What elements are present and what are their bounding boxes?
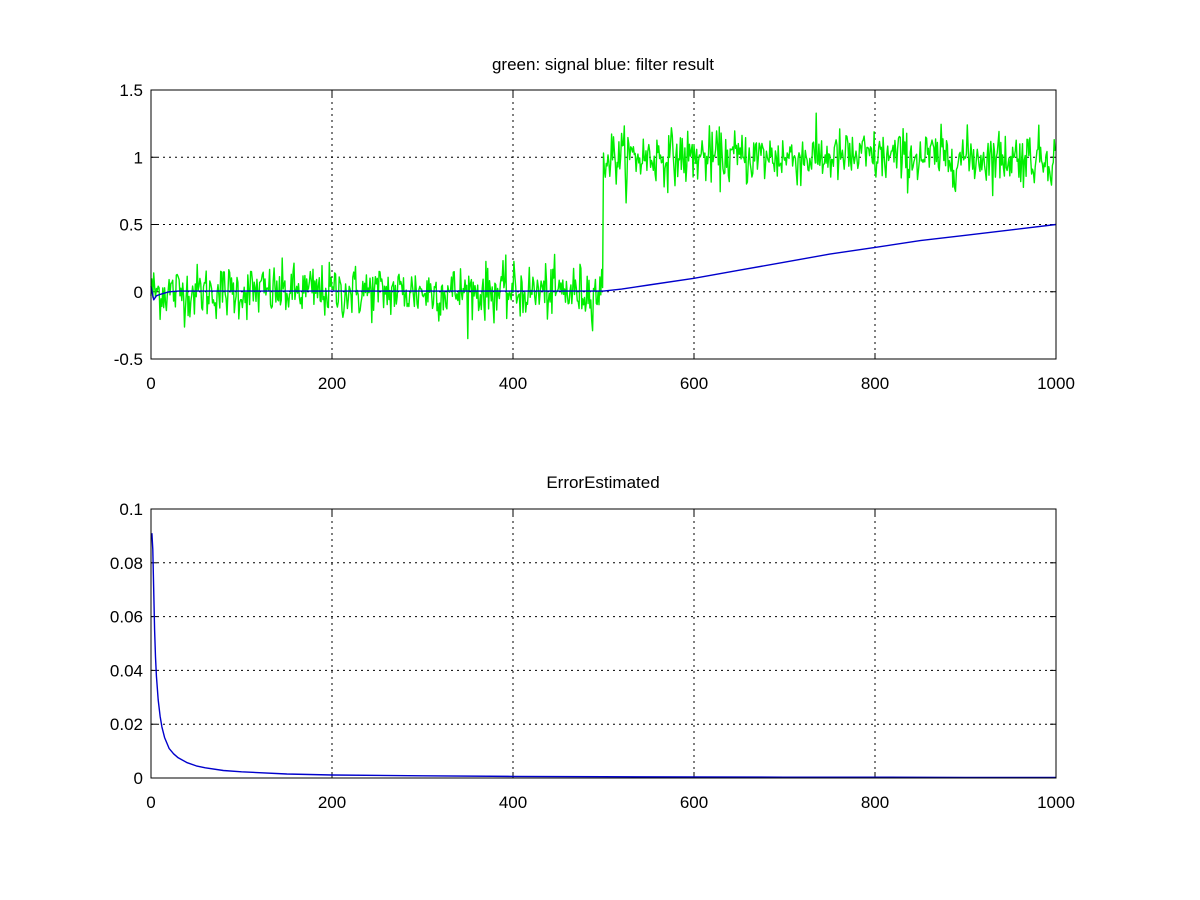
top-series (150, 112, 1057, 340)
y-tick-label: 0.08 (110, 554, 143, 573)
y-tick-label: 0 (134, 769, 143, 788)
y-tick-label: 0 (134, 283, 143, 302)
series-line-0 (150, 112, 1056, 340)
bottom-grid (151, 509, 1056, 778)
bottom-ticks: 0 200 400 600 800 1000 0 0.02 0.04 0.06 0.08 0.1 (110, 500, 1075, 812)
x-tick-label: 600 (680, 793, 708, 812)
top-plot-title: green: signal blue: filter result (492, 55, 714, 74)
y-tick-label: 0.04 (110, 661, 143, 680)
y-tick-label: 1 (134, 148, 143, 167)
x-tick-label: 800 (861, 374, 889, 393)
bottom-subplot: ErrorEstimated 0 200 400 600 800 1000 0 0.02 0.0… (110, 473, 1075, 812)
x-tick-label: 400 (499, 793, 527, 812)
x-tick-label: 400 (499, 374, 527, 393)
top-ticks: 0 200 400 600 800 1000-0.500.511.5 (114, 81, 1075, 393)
y-tick-label: 0.5 (119, 216, 143, 235)
y-tick-label: 0.1 (119, 500, 143, 519)
x-tick-label: 1000 (1037, 793, 1075, 812)
x-tick-label: 0 (146, 793, 155, 812)
x-tick-label: 600 (680, 374, 708, 393)
bottom-axes-box (150, 508, 1057, 779)
y-tick-label: 0.06 (110, 608, 143, 627)
y-tick-label: 1.5 (119, 81, 143, 100)
series-line-1 (150, 223, 1057, 301)
x-tick-label: 1000 (1037, 374, 1075, 393)
x-tick-label: 800 (861, 793, 889, 812)
x-tick-label: 200 (318, 793, 346, 812)
bottom-series (151, 533, 1056, 779)
x-tick-label: 200 (318, 374, 346, 393)
top-axes-box (150, 89, 1057, 360)
top-subplot: green: signal blue: filter result 0 200 40… (114, 55, 1075, 393)
bottom-plot-title: ErrorEstimated (546, 473, 659, 492)
y-tick-label: -0.5 (114, 350, 143, 369)
x-tick-label: 0 (146, 374, 155, 393)
y-tick-label: 0.02 (110, 715, 143, 734)
series-line-0 (151, 533, 1056, 779)
